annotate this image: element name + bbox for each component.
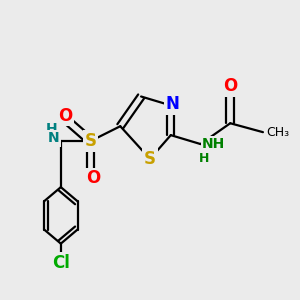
Text: H: H: [199, 152, 210, 165]
Text: CH₃: CH₃: [266, 126, 289, 139]
Text: O: O: [223, 77, 237, 95]
Text: O: O: [86, 169, 101, 187]
Text: H: H: [46, 122, 58, 136]
Text: NH: NH: [202, 137, 225, 151]
Text: Cl: Cl: [52, 254, 70, 272]
Text: N: N: [48, 131, 59, 145]
Text: S: S: [85, 132, 97, 150]
Text: O: O: [58, 107, 72, 125]
Text: S: S: [144, 150, 156, 168]
Text: N: N: [165, 95, 179, 113]
